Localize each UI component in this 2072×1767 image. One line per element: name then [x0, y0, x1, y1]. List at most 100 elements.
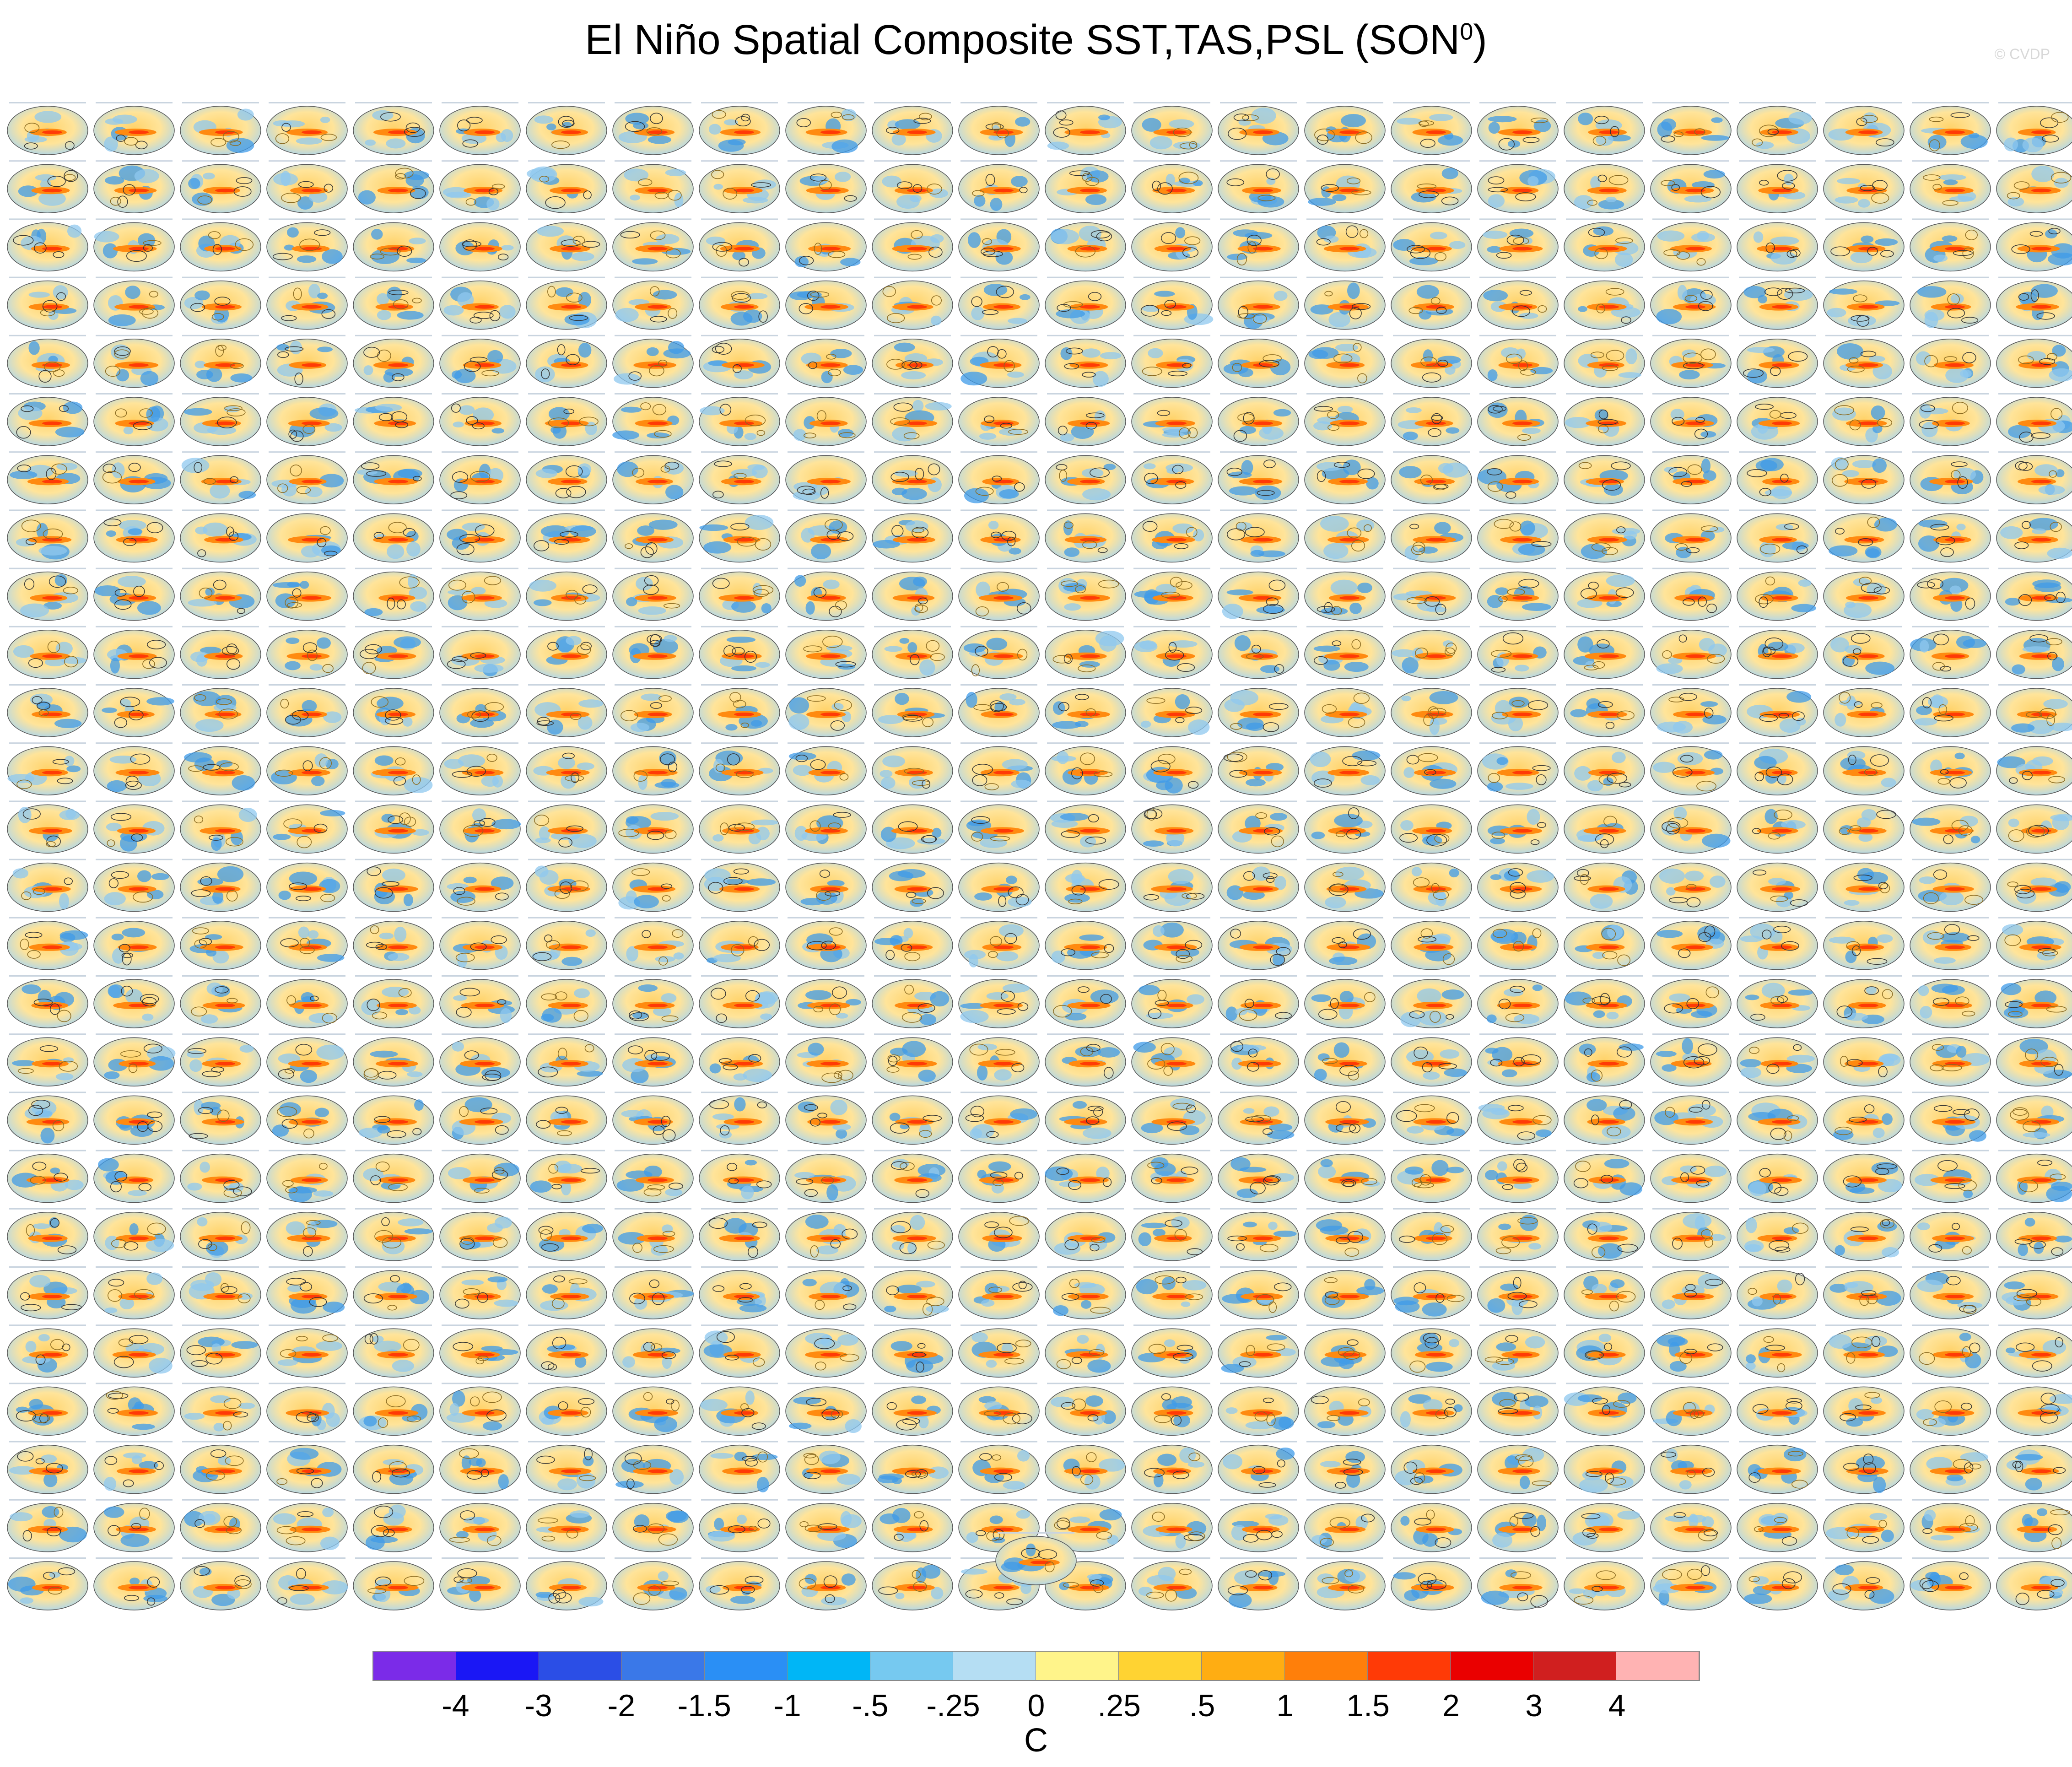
- map-panel: [1477, 626, 1559, 679]
- map-panel: [1564, 1557, 1645, 1610]
- map-panel: [1304, 218, 1386, 272]
- colorbar-box: [622, 1652, 705, 1680]
- map-panel: [1045, 1150, 1126, 1203]
- map-panel: [439, 684, 521, 737]
- map-panel: [7, 1033, 88, 1086]
- map-panel: [1737, 1266, 1818, 1319]
- map-panel: [958, 1150, 1040, 1203]
- map-panel: [1218, 1092, 1299, 1145]
- map-panel: [439, 1324, 521, 1378]
- map-panel: [7, 684, 88, 737]
- map-panel: [1910, 684, 1991, 737]
- map-panel: [439, 509, 521, 563]
- map-panel: [1650, 1150, 1732, 1203]
- map-panel: [353, 1383, 434, 1436]
- map-panel: [439, 451, 521, 504]
- map-panel: [266, 102, 348, 155]
- map-panel: [180, 1499, 261, 1552]
- map-panel: [1218, 1150, 1299, 1203]
- map-panel: [699, 1324, 780, 1378]
- map-panel: [1910, 1383, 1991, 1436]
- map-panel: [1650, 393, 1732, 446]
- title-close: ): [1473, 16, 1487, 63]
- map-panel: [1131, 800, 1213, 854]
- map-panel: [1304, 1499, 1386, 1552]
- map-panel: [439, 1441, 521, 1494]
- colorbar-label: -1: [773, 1688, 801, 1723]
- map-panel: [1131, 567, 1213, 621]
- map-panel: [180, 393, 261, 446]
- map-panel: [1477, 1033, 1559, 1086]
- map-panel: [1477, 102, 1559, 155]
- map-panel: [93, 218, 175, 272]
- map-panel: [439, 393, 521, 446]
- colorbar-label: .25: [1097, 1688, 1141, 1723]
- map-panel: [958, 451, 1040, 504]
- map-panel: [1131, 742, 1213, 795]
- map-panel: [439, 1150, 521, 1203]
- map-panel: [1304, 684, 1386, 737]
- map-panel: [526, 917, 607, 970]
- map-panel: [1391, 1499, 1472, 1552]
- map-panel: [1737, 393, 1818, 446]
- page-title: El Niño Spatial Composite SST,TAS,PSL (S…: [0, 16, 2072, 64]
- colorbar-label: 0: [1027, 1688, 1045, 1723]
- map-panel: [1045, 1324, 1126, 1378]
- map-panel: [439, 567, 521, 621]
- map-panel: [699, 742, 780, 795]
- map-panel: [612, 859, 694, 912]
- colorbar-box: [539, 1652, 622, 1680]
- map-panel: [1564, 102, 1645, 155]
- colorbar-label: 1: [1276, 1688, 1294, 1723]
- map-panel: [1564, 1150, 1645, 1203]
- map-panel: [1131, 1208, 1213, 1261]
- map-panel: [1131, 1092, 1213, 1145]
- map-panel: [1910, 393, 1991, 446]
- map-panel: [1304, 160, 1386, 213]
- map-panel: [1996, 917, 2072, 970]
- map-panel: [612, 218, 694, 272]
- map-panel: [1737, 1557, 1818, 1610]
- map-panel: [7, 1208, 88, 1261]
- map-panel: [1910, 1208, 1991, 1261]
- map-panel: [1391, 276, 1472, 330]
- map-panel: [1650, 859, 1732, 912]
- map-panel: [1910, 1033, 1991, 1086]
- map-panel: [1131, 1557, 1213, 1610]
- map-panel: [526, 800, 607, 854]
- map-panel: [180, 1324, 261, 1378]
- map-panel: [1045, 393, 1126, 446]
- map-panel: [958, 1092, 1040, 1145]
- map-panel: [1996, 1033, 2072, 1086]
- map-panel: [1737, 218, 1818, 272]
- map-panel: [1477, 567, 1559, 621]
- map-panel: [1910, 1092, 1991, 1145]
- map-panel: [872, 160, 953, 213]
- map-panel: [1823, 1033, 1905, 1086]
- map-panel: [1564, 509, 1645, 563]
- map-panel: [353, 393, 434, 446]
- map-panel: [872, 393, 953, 446]
- map-panel: [785, 509, 867, 563]
- map-panel: [872, 1208, 953, 1261]
- map-panel: [266, 1557, 348, 1610]
- map-panel: [612, 1557, 694, 1610]
- map-panel: [1391, 335, 1472, 388]
- map-panel: [1823, 1324, 1905, 1378]
- map-panel: [1477, 1150, 1559, 1203]
- map-panel: [699, 626, 780, 679]
- map-panel: [699, 276, 780, 330]
- map-panel: [785, 102, 867, 155]
- map-panel: [612, 451, 694, 504]
- map-panel: [1996, 1266, 2072, 1319]
- map-panel: [1391, 1383, 1472, 1436]
- map-panel: [266, 218, 348, 272]
- map-panel: [612, 1033, 694, 1086]
- map-panel: [1391, 742, 1472, 795]
- map-panel: [872, 859, 953, 912]
- map-panel: [785, 393, 867, 446]
- map-panel: [1564, 393, 1645, 446]
- map-panel: [1996, 102, 2072, 155]
- map-panel: [1218, 1441, 1299, 1494]
- colorbar-label: -1.5: [677, 1688, 731, 1723]
